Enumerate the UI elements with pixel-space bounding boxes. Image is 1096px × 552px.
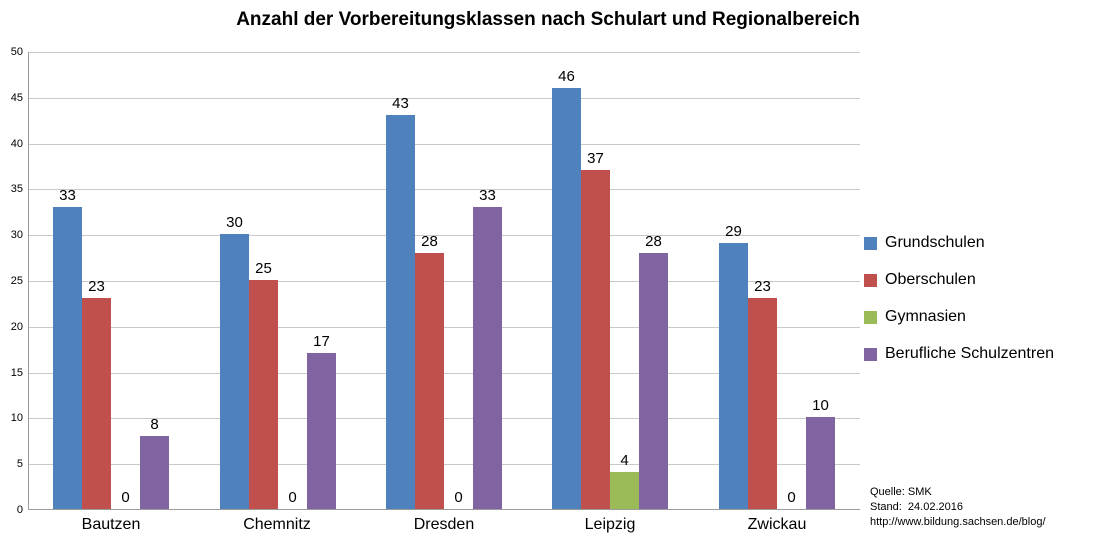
legend-item: Gymnasien: [864, 307, 1054, 327]
x-axis-category-label: Bautzen: [81, 516, 141, 533]
bar-value-label: 23: [754, 278, 771, 295]
x-axis-category-label: Dresden: [413, 516, 475, 533]
legend-item: Grundschulen: [864, 233, 1054, 253]
bar-value-label: 8: [150, 416, 159, 433]
legend-item: Oberschulen: [864, 270, 1054, 290]
bar-value-label: 28: [421, 233, 438, 250]
gridline: [28, 144, 860, 145]
bar: [581, 170, 610, 509]
bar-value-label: 4: [620, 452, 629, 469]
legend-swatch: [864, 347, 877, 361]
y-axis-tick-label: 40: [10, 138, 23, 150]
y-axis-tick-label: 5: [16, 458, 23, 470]
gridline: [28, 189, 860, 190]
gridline: [28, 464, 860, 465]
bar-value-label: 23: [88, 278, 105, 295]
bar: [220, 234, 249, 509]
plot-area: 33 23 0 8 30 25 0 17 43 28 0 33 46 37 4 28 29 23 0 10: [28, 52, 860, 510]
bar: [415, 253, 444, 509]
bar-value-label: 0: [787, 489, 796, 506]
y-axis-tick-label: 30: [10, 229, 23, 241]
gridline: [28, 98, 860, 99]
y-axis-tick-label: 10: [10, 412, 23, 424]
bar-value-label: 10: [812, 397, 829, 414]
legend-item: Berufliche Schulzentren: [864, 344, 1054, 364]
x-axis-category-label: Chemnitz: [243, 516, 311, 533]
bar: [639, 253, 668, 509]
gridline: [28, 418, 860, 419]
legend-label: Grundschulen: [885, 234, 985, 251]
y-axis-tick-label: 50: [10, 46, 23, 58]
x-axis-category-label: Zwickau: [747, 516, 807, 533]
x-axis-line: [28, 509, 860, 510]
bar-value-label: 43: [392, 95, 409, 112]
bar: [719, 243, 748, 509]
bar-value-label: 46: [558, 68, 575, 85]
bar-value-label: 30: [226, 214, 243, 231]
gridline: [28, 327, 860, 328]
bar: [473, 207, 502, 509]
legend-swatch: [864, 236, 877, 250]
bar: [552, 88, 581, 509]
bar-value-label: 17: [313, 333, 330, 350]
source-line-stand: Stand: 24.02.2016: [870, 501, 963, 513]
y-axis-tick-label: 20: [10, 321, 23, 333]
source-line-url: http://www.bildung.sachsen.de/blog/: [870, 516, 1046, 528]
legend: Grundschulen Oberschulen Gymnasien Beruflic…: [864, 233, 1054, 381]
y-axis-line: [28, 52, 29, 510]
bar: [610, 472, 639, 509]
x-axis-category-label: Leipzig: [584, 516, 636, 533]
y-axis-tick-label: 35: [10, 183, 23, 195]
bar: [307, 353, 336, 509]
bar: [386, 115, 415, 509]
bar: [249, 280, 278, 509]
bar-value-label: 28: [645, 233, 662, 250]
source-note: Quelle: SMK Stand: 24.02.2016 http://www…: [870, 485, 1046, 530]
bar: [806, 417, 835, 509]
bar: [53, 207, 82, 509]
bar-value-label: 0: [454, 489, 463, 506]
gridline: [28, 235, 860, 236]
bar-value-label: 37: [587, 150, 604, 167]
legend-label: Oberschulen: [885, 271, 976, 288]
y-axis-tick-label: 45: [10, 92, 23, 104]
y-axis-tick-label: 0: [16, 504, 23, 516]
chart-title: Anzahl der Vorbereitungsklassen nach Sch…: [236, 9, 860, 30]
source-line-quelle: Quelle: SMK: [870, 486, 932, 498]
bar-value-label: 33: [479, 187, 496, 204]
gridline: [28, 373, 860, 374]
bar-value-label: 0: [121, 489, 130, 506]
bar-value-label: 0: [288, 489, 297, 506]
legend-swatch: [864, 310, 877, 324]
legend-swatch: [864, 273, 877, 287]
bar: [748, 298, 777, 509]
gridline: [28, 281, 860, 282]
y-axis-tick-label: 25: [10, 275, 23, 287]
bar-value-label: 29: [725, 223, 742, 240]
bar: [82, 298, 111, 509]
bar: [140, 436, 169, 509]
bar-value-label: 33: [59, 187, 76, 204]
gridline: [28, 52, 860, 53]
bar-value-label: 25: [255, 260, 272, 277]
legend-label: Berufliche Schulzentren: [885, 345, 1054, 362]
legend-label: Gymnasien: [885, 308, 966, 325]
y-axis-tick-label: 15: [10, 367, 23, 379]
